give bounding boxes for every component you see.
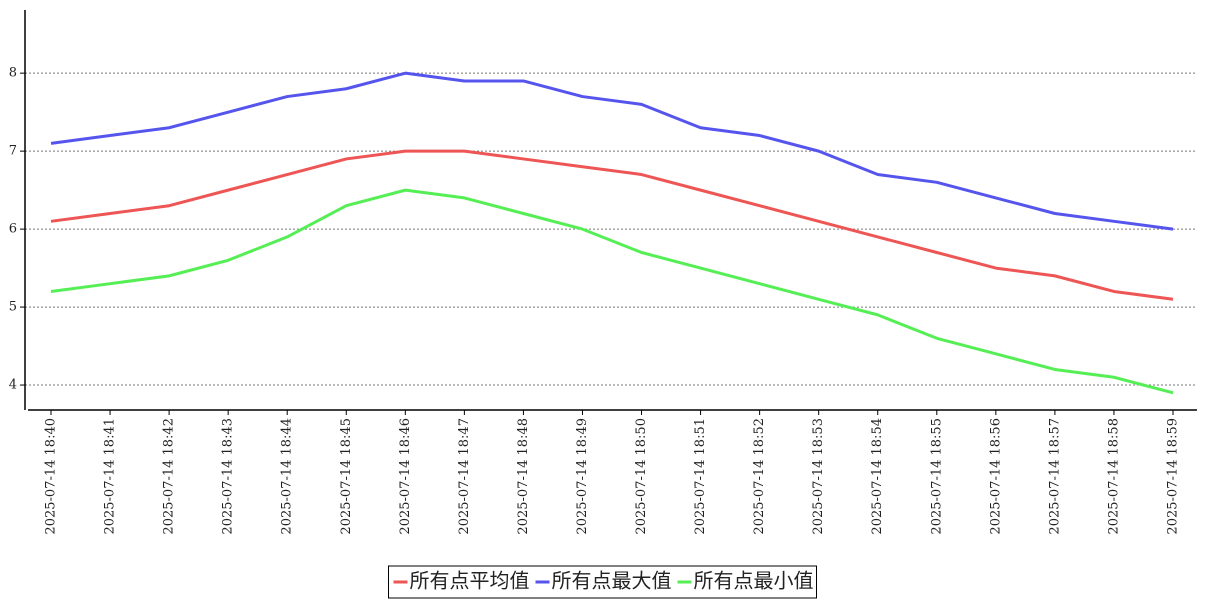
series-line [50,71,1174,231]
y-tick-label: 8 [9,66,17,81]
x-tick-label: 2025-07-14 18:59 [1166,418,1181,535]
x-tick-label: 2025-07-14 18:43 [221,418,236,535]
legend: 所有点平均值 所有点最大值 所有点最小值 [388,565,817,599]
x-tick-label: 2025-07-14 18:40 [44,418,59,535]
y-tick-label: 6 [9,222,17,237]
x-tick-label: 2025-07-14 18:46 [398,418,413,535]
x-tick-label: 2025-07-14 18:45 [339,418,354,535]
x-tick-label: 2025-07-14 18:55 [929,418,944,535]
x-tick-label: 2025-07-14 18:44 [280,418,295,535]
legend-label: 所有点最小值 [694,569,814,593]
x-tick-label: 2025-07-14 18:50 [634,418,649,535]
x-tick-label: 2025-07-14 18:52 [752,418,767,535]
x-tick-label: 2025-07-14 18:41 [103,418,118,535]
x-tick-label: 2025-07-14 18:58 [1106,418,1121,535]
legend-label: 所有点最大值 [552,569,672,593]
y-tick-label: 5 [9,300,17,315]
x-tick-label: 2025-07-14 18:57 [1047,418,1062,535]
y-tick-label: 4 [9,378,17,393]
x-tick-label: 2025-07-14 18:47 [457,418,472,535]
x-tick-label: 2025-07-14 18:51 [693,418,708,535]
x-tick-label: 2025-07-14 18:42 [162,418,177,535]
x-tick-label: 2025-07-14 18:48 [516,418,531,535]
legend-box [388,565,817,599]
x-tick-label: 2025-07-14 18:54 [870,418,885,535]
y-tick-label: 7 [9,144,17,159]
series-line [50,149,1174,301]
x-tick-label: 2025-07-14 18:53 [811,418,826,535]
legend-label: 所有点平均值 [410,569,530,593]
series-line [50,188,1174,395]
x-tick-label: 2025-07-14 18:49 [575,418,590,535]
x-tick-label: 2025-07-14 18:56 [988,418,1003,535]
